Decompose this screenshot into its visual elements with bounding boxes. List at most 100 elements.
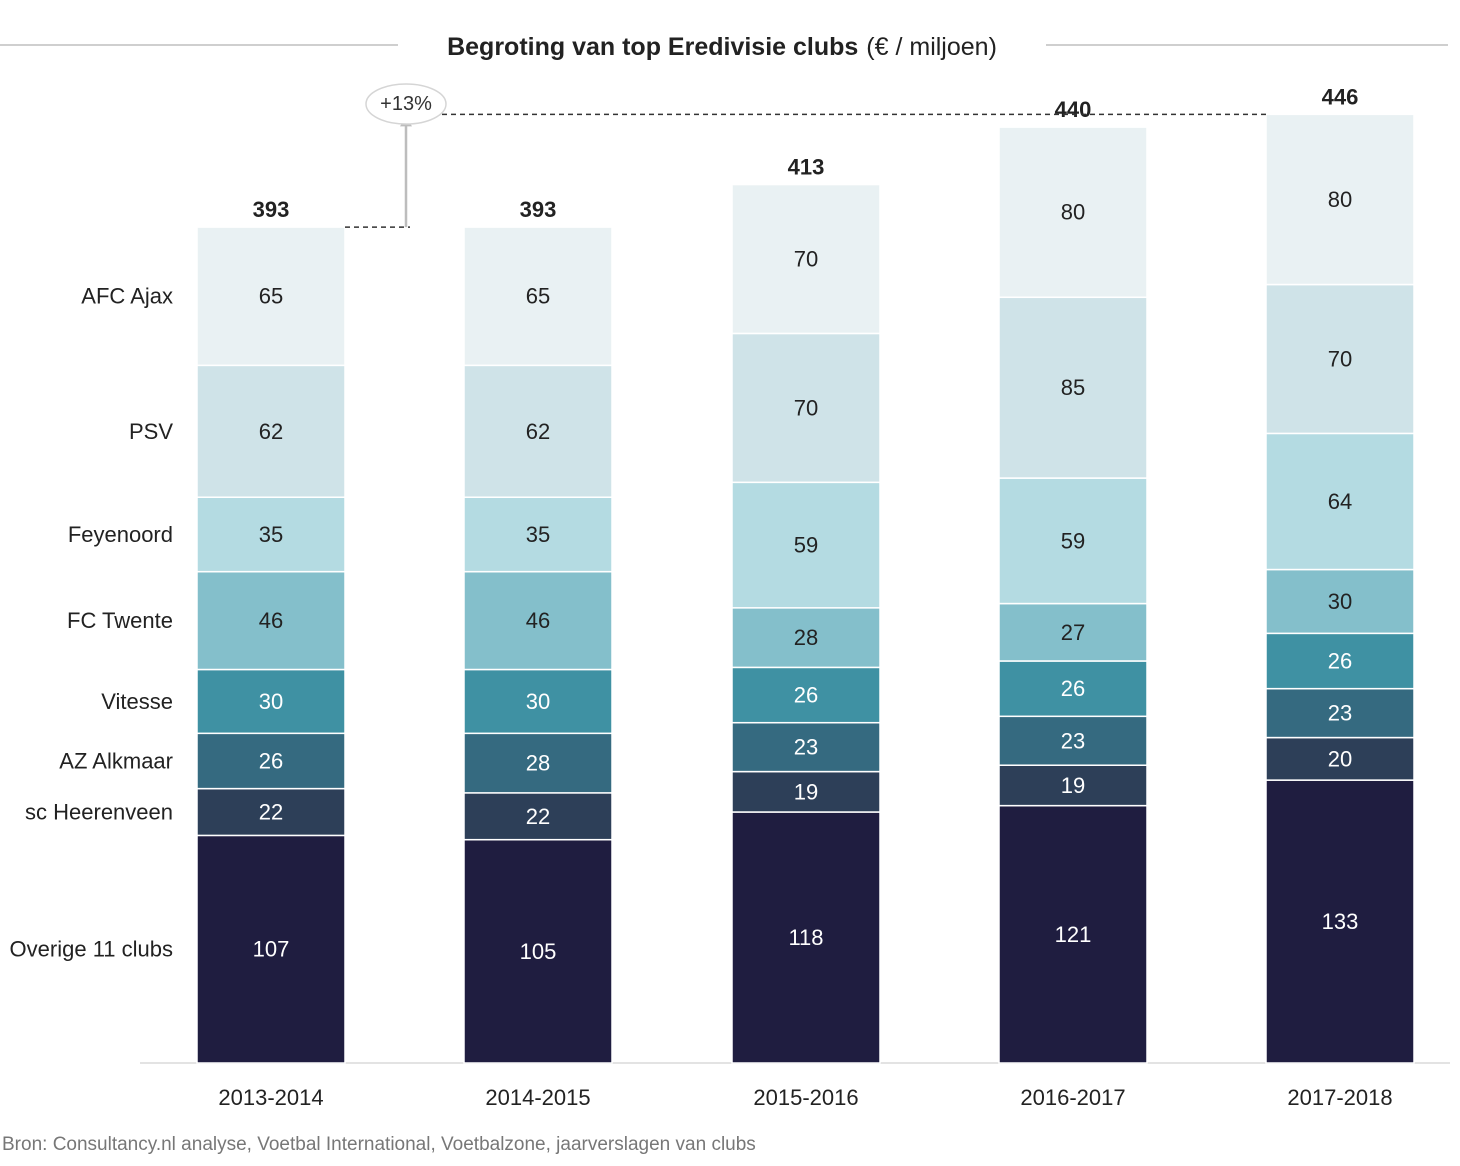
series-row-label: Vitesse (101, 689, 173, 714)
bar-segment-4-1 (463, 570, 613, 671)
segment-value-label: 62 (259, 419, 283, 444)
bar-segment-3-0 (196, 668, 346, 735)
growth-badge-label: +13% (380, 93, 432, 115)
bar-segment-3-1 (463, 668, 613, 735)
segment-value-label: 30 (526, 689, 550, 714)
series-row-label: PSV (129, 419, 173, 444)
segment-value-label: 59 (1061, 528, 1085, 553)
segment-value-label: 107 (253, 937, 290, 962)
bar-segment-2-0 (196, 732, 346, 790)
x-tick-label: 2014-2015 (485, 1085, 590, 1110)
segment-value-label: 59 (794, 533, 818, 558)
segment-value-label: 19 (1061, 773, 1085, 798)
bar-segment-5-1 (463, 496, 613, 573)
series-row-label: FC Twente (67, 608, 173, 633)
bar-total-label: 393 (520, 197, 557, 222)
segment-value-label: 35 (526, 522, 550, 547)
series-row-label: Overige 11 clubs (10, 937, 173, 962)
segment-value-label: 80 (1328, 187, 1352, 212)
segment-value-label: 30 (259, 689, 283, 714)
segment-value-label: 65 (526, 284, 550, 309)
segment-value-label: 70 (1328, 346, 1352, 371)
bar-segment-3-2 (731, 666, 881, 724)
series-row-label: AZ Alkmaar (59, 748, 173, 773)
bar-segment-1-4 (1265, 736, 1415, 781)
bar-segment-7-1 (463, 226, 613, 367)
source-note: Bron: Consultancy.nl analyse, Voetbal In… (2, 1134, 756, 1155)
segment-value-label: 23 (1328, 701, 1352, 726)
bar-segment-3-3 (998, 660, 1148, 718)
x-tick-label: 2013-2014 (218, 1085, 323, 1110)
segment-value-label: 35 (259, 522, 283, 547)
chart-title-main: Begroting van top Eredivisie clubs (447, 33, 858, 61)
bar-segment-2-1 (463, 732, 613, 794)
bar-segment-4-0 (196, 570, 346, 671)
bar-segment-6-0 (196, 364, 346, 498)
series-row-label: sc Heerenveen (25, 800, 173, 825)
bar-segment-5-4 (1265, 432, 1415, 571)
segment-value-label: 26 (1061, 676, 1085, 701)
bar-segment-1-2 (731, 770, 881, 813)
bar-segment-4-3 (998, 602, 1148, 662)
bars-group: 107 22 26 30 46 35 62 65 393 2013-2014 105 22 28 30 46… (196, 84, 1415, 1110)
segment-value-label: 28 (526, 751, 550, 776)
segment-value-label: 121 (1055, 922, 1092, 947)
segment-value-label: 65 (259, 284, 283, 309)
segment-value-label: 30 (1328, 589, 1352, 614)
bar-total-label: 393 (253, 197, 290, 222)
segment-value-label: 85 (1061, 375, 1085, 400)
bar-segment-0-0 (196, 834, 346, 1064)
bar-segment-7-2 (731, 183, 881, 335)
segment-value-label: 28 (794, 625, 818, 650)
chart-title: Begroting van top Eredivisie clubs (€ / m… (447, 33, 997, 61)
segment-value-label: 46 (259, 608, 283, 633)
bar-segment-6-3 (998, 296, 1148, 479)
bar-total-label: 413 (788, 155, 825, 180)
bar-segment-5-0 (196, 496, 346, 573)
growth-annotation-group: +13% (345, 83, 1266, 228)
segment-value-label: 26 (1328, 648, 1352, 673)
bar-segment-2-2 (731, 721, 881, 773)
bar-segment-2-4 (1265, 687, 1415, 739)
segment-value-label: 26 (794, 683, 818, 708)
bar-total-label: 446 (1322, 84, 1359, 109)
bar-segment-1-3 (998, 764, 1148, 807)
segment-value-label: 118 (788, 925, 823, 950)
bar-segment-0-4 (1265, 779, 1415, 1064)
segment-value-label: 62 (526, 419, 550, 444)
bar-segment-0-3 (998, 804, 1148, 1064)
segment-value-label: 80 (1061, 200, 1085, 225)
segment-value-label: 22 (259, 800, 283, 825)
x-tick-label: 2017-2018 (1287, 1085, 1392, 1110)
row-labels-group: Overige 11 clubs sc Heerenveen AZ Alkmaar V… (10, 284, 174, 962)
bar-segment-6-1 (463, 364, 613, 498)
segment-value-label: 64 (1328, 489, 1352, 514)
segment-value-label: 70 (794, 246, 818, 271)
segment-value-label: 23 (794, 735, 818, 760)
bar-segment-0-1 (463, 838, 613, 1064)
bar-segment-5-2 (731, 481, 881, 609)
x-tick-label: 2015-2016 (753, 1085, 858, 1110)
bar-segment-6-4 (1265, 283, 1415, 435)
segment-value-label: 46 (526, 608, 550, 633)
chart-title-unit: (€ / miljoen) (866, 33, 997, 61)
segment-value-label: 23 (1061, 728, 1085, 753)
segment-value-label: 133 (1322, 909, 1359, 934)
series-row-label: Feyenoord (68, 522, 173, 547)
growth-badge (365, 83, 447, 125)
segment-value-label: 27 (1061, 620, 1085, 645)
segment-value-label: 20 (1328, 746, 1352, 771)
segment-value-label: 105 (520, 939, 557, 964)
segment-value-label: 70 (794, 395, 818, 420)
bar-segment-6-2 (731, 332, 881, 484)
segment-value-label: 22 (526, 804, 550, 829)
segment-value-label: 26 (259, 748, 283, 773)
x-tick-label: 2016-2017 (1020, 1085, 1125, 1110)
series-row-label: AFC Ajax (81, 284, 173, 309)
bar-segment-4-4 (1265, 568, 1415, 635)
bar-segment-7-3 (998, 126, 1148, 299)
bar-segment-7-4 (1265, 113, 1415, 286)
bar-segment-0-2 (731, 811, 881, 1064)
segment-value-label: 19 (794, 779, 818, 804)
